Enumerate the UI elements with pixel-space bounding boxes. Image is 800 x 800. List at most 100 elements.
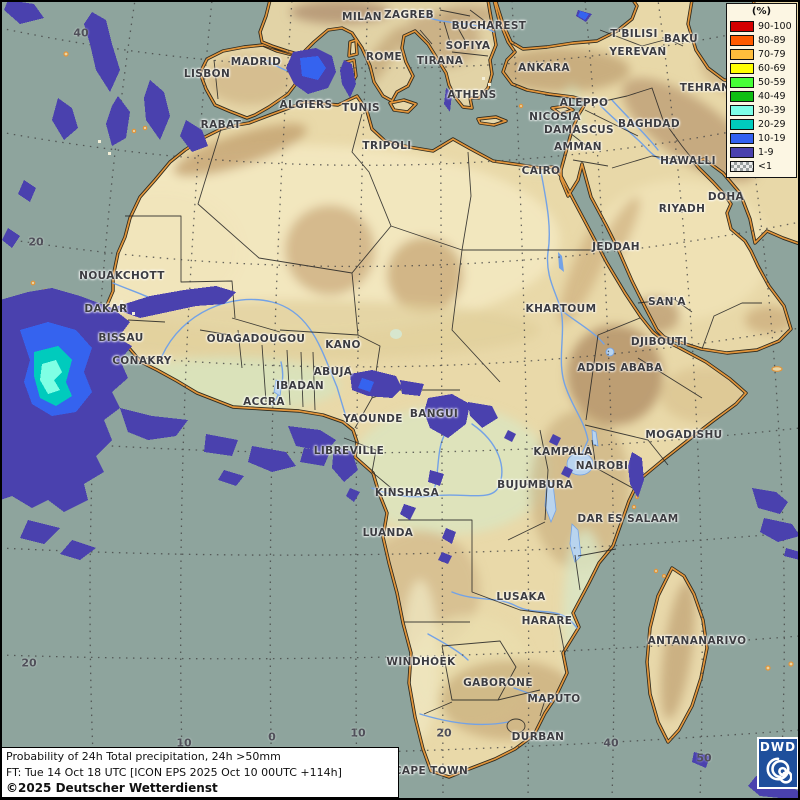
legend-label: 20-29 [758,118,786,130]
legend-row--1: <1 [730,159,793,173]
legend-label: 40-49 [758,90,786,102]
legend-row-40-49: 40-49 [730,89,793,103]
city-label-sofiya: SOFIYA [445,40,491,52]
city-label-yaounde: YAOUNDE [343,413,403,425]
legend-row-80-89: 80-89 [730,33,793,47]
city-label-addis-ababa: ADDIS ABABA [577,362,663,374]
city-label-ibadan: IBADAN [275,380,325,392]
legend-swatch [730,118,754,130]
city-label-cairo: CAIRO [521,165,561,177]
city-label-accra: ACCRA [243,396,285,408]
city-label-ouagadougou: OUAGADOUGOU [206,333,306,345]
lakes [273,252,615,563]
copyright: ©2025 Deutscher Wetterdienst [6,781,218,795]
legend-label: 90-100 [758,20,792,32]
dwd-spiral-icon [766,757,792,784]
city-label-algiers: ALGIERS [279,99,333,111]
legend-label: 50-59 [758,76,786,88]
grid-label-20: 20 [21,656,37,670]
product-title: Probability of 24h Total precipitation, … [6,750,281,763]
legend-row-10-19: 10-19 [730,131,793,145]
legend-row-50-59: 50-59 [730,75,793,89]
legend-label: 30-39 [758,104,786,116]
grid-label-0: 0 [268,730,276,744]
city-label-lisbon: LISBON [183,68,231,80]
grid-label-10: 10 [176,736,192,750]
city-label-maputo: MAPUTO [527,693,581,705]
city-label-nouakchott: NOUAKCHOTT [79,270,165,282]
legend-row-20-29: 20-29 [730,117,793,131]
city-label-jeddah: JEDDAH [592,241,640,253]
city-label-cape-town: CAPE TOWN [393,765,469,777]
city-label-tunis: TUNIS [342,102,380,114]
city-label-nairobi: NAIROBI [575,460,629,472]
city-label-tehran: TEHRAN [679,82,731,94]
legend-swatch [730,104,754,116]
city-label-harare: HARARE [521,615,573,627]
city-label-milan: MILAN [342,11,382,23]
city-label-gaborone: GABORONE [463,677,533,689]
city-label-damascus: DAMASCUS [544,124,614,136]
legend-row-1-9: 1-9 [730,145,793,159]
grid-label-40: 40 [603,736,619,750]
legend-label: <1 [758,160,773,172]
rivers [112,15,673,726]
city-label-amman: AMMAN [554,141,602,153]
info-box: Probability of 24h Total precipitation, … [0,747,399,798]
city-label-ankara: ANKARA [518,62,570,74]
city-label-dakar: DAKAR [84,303,128,315]
legend-swatch [730,48,754,60]
city-label-lusaka: LUSAKA [496,591,546,603]
legend-rows: 90-100 80-89 70-79 60-69 50-59 40-49 30-39 20-2… [730,19,793,173]
city-label-tripoli: TRIPOLI [362,140,412,152]
city-label-baku: BAKU [663,33,699,45]
grid-label-20: 20 [436,726,452,740]
grid-label-10: 10 [350,726,366,740]
legend-label: 80-89 [758,34,786,46]
legend-swatch [730,76,754,88]
grid-label-40: 40 [73,26,89,40]
city-label-yerevan: YEREVAN [609,46,667,58]
city-label-tirana: TIRANA [416,55,464,67]
city-label-abuja: ABUJA [313,366,353,378]
city-label-khartoum: KHARTOUM [525,303,597,315]
city-label-rabat: RABAT [200,119,242,131]
city-label-baghdad: BAGHDAD [618,118,680,130]
legend-swatch [730,90,754,102]
city-label-rome: ROME [365,51,403,63]
dwd-logo-text: DWD [759,740,797,754]
city-label-zagreb: ZAGREB [383,9,435,21]
legend-swatch [730,160,754,172]
city-label-bissau: BISSAU [98,332,144,344]
grid-label-50: 50 [696,751,712,765]
city-label-antananarivo: ANTANANARIVO [647,635,747,647]
grid-label-20: 20 [28,235,44,249]
city-label-madrid: MADRID [230,56,282,68]
city-label-kinshasa: KINSHASA [374,487,440,499]
legend-label: 10-19 [758,132,786,144]
city-label-bujumbura: BUJUMBURA [497,479,573,491]
legend-title: (%) [751,6,772,17]
legend-row-70-79: 70-79 [730,47,793,61]
city-label-durban: DURBAN [511,731,565,743]
city-label-aleppo: ALEPPO [559,97,609,109]
city-label-t-bilisi: T'BILISI [610,28,658,40]
city-label-windhoek: WINDHOEK [386,656,456,668]
forecast-time: FT: Tue 14 Oct 18 UTC [ICON EPS 2025 Oct… [6,765,342,779]
legend-row-90-100: 90-100 [730,19,793,33]
city-label-mogadishu: MOGADISHU [645,429,723,441]
city-label-hawalli: HAWALLI [660,155,716,167]
city-label-bangui: BANGUI [409,408,459,420]
legend: (%) 90-100 80-89 70-79 60-69 50-59 40-49 30-39… [726,3,797,178]
legend-swatch [730,146,754,158]
city-label-libreville: LIBREVILLE [313,445,385,457]
legend-label: 1-9 [758,146,774,158]
legend-row-60-69: 60-69 [730,61,793,75]
legend-label: 60-69 [758,62,786,74]
city-label-conakry: CONAKRY [112,355,172,367]
city-label-nicosia: NICOSIA [529,111,581,123]
legend-swatch [730,34,754,46]
